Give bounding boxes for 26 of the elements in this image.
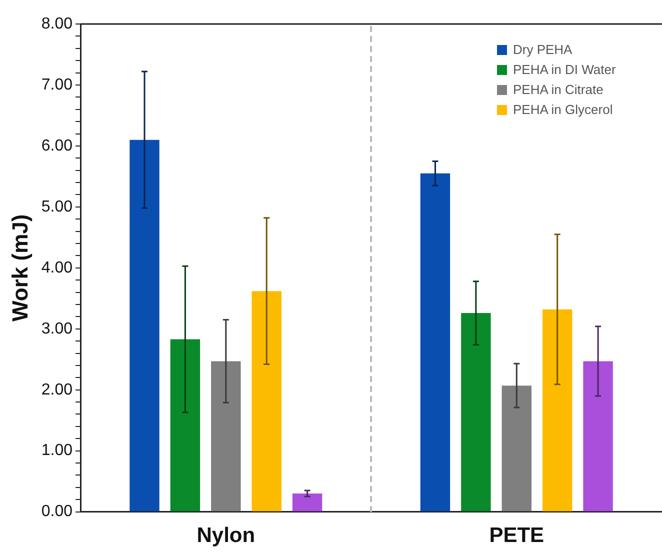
bar bbox=[211, 361, 241, 512]
bar bbox=[420, 173, 450, 512]
bar bbox=[542, 309, 572, 512]
y-tick-label: 7.00 bbox=[41, 76, 73, 94]
x-tick-label: PETE bbox=[489, 524, 544, 548]
bar bbox=[502, 386, 532, 512]
legend-label: PEHA in Glycerol bbox=[513, 101, 613, 119]
bar bbox=[583, 361, 613, 512]
legend-label: PEHA in Citrate bbox=[513, 81, 604, 99]
y-tick-label: 3.00 bbox=[41, 320, 73, 338]
bar bbox=[292, 494, 322, 512]
bar bbox=[130, 140, 160, 512]
legend-label: PEHA in DI Water bbox=[513, 61, 616, 79]
y-tick-label: 8.00 bbox=[41, 15, 73, 32]
bar bbox=[170, 339, 200, 512]
y-tick-label: 1.00 bbox=[41, 442, 73, 460]
bar bbox=[461, 313, 491, 512]
y-tick-label: 0.00 bbox=[41, 503, 73, 520]
y-tick-label: 2.00 bbox=[41, 381, 73, 398]
x-tick-label: Nylon bbox=[196, 524, 256, 548]
y-tick-label: 5.00 bbox=[41, 198, 73, 216]
y-tick-label: 6.00 bbox=[41, 137, 73, 154]
y-axis-title: Work (mJ) bbox=[7, 214, 32, 322]
legend-label: Dry PEHA bbox=[513, 41, 572, 59]
bar bbox=[252, 291, 282, 512]
y-tick-label: 4.00 bbox=[41, 259, 73, 276]
